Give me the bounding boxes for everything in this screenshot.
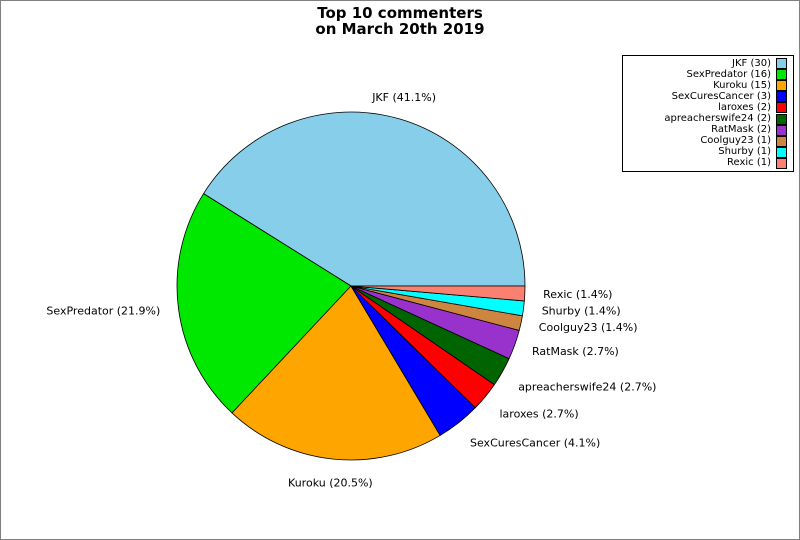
legend-label-SexPredator: SexPredator (16) bbox=[686, 68, 771, 80]
legend-swatch-laroxes bbox=[776, 102, 787, 114]
pie-slice-JKF bbox=[203, 111, 526, 287]
pie-slice-Kuroku bbox=[231, 285, 441, 461]
legend-item-RatMask: RatMask (2) bbox=[629, 124, 787, 136]
legend-swatch-Kuroku bbox=[776, 80, 787, 92]
pie-label-laroxes: laroxes (2.7%) bbox=[500, 408, 579, 421]
legend-item-Rexic: Rexic (1) bbox=[629, 157, 787, 169]
pie-label-SexPredator: SexPredator (21.9%) bbox=[46, 305, 160, 318]
legend-label-RatMask: RatMask (2) bbox=[711, 124, 771, 136]
legend-label-SexCuresCancer: SexCuresCancer (3) bbox=[671, 90, 771, 102]
chart-title: Top 10 commenters on March 20th 2019 bbox=[1, 5, 799, 37]
legend-item-Kuroku: Kuroku (15) bbox=[629, 79, 787, 92]
pie-label-apreacherswife24: apreacherswife24 (2.7%) bbox=[518, 380, 656, 393]
legend-swatch-Coolguy23 bbox=[776, 135, 787, 147]
pie-label-Coolguy23: Coolguy23 (1.4%) bbox=[539, 321, 638, 334]
chart-title-line1: Top 10 commenters bbox=[317, 4, 483, 22]
legend-label-JKF: JKF (30) bbox=[732, 57, 771, 69]
legend-swatch-Rexic bbox=[776, 157, 787, 169]
legend-swatch-JKF bbox=[776, 58, 787, 70]
legend-swatch-RatMask bbox=[776, 124, 787, 136]
legend-item-JKF: JKF (30) bbox=[629, 57, 787, 70]
pie-slice-Rexic bbox=[350, 285, 526, 302]
legend-item-laroxes: laroxes (2) bbox=[629, 101, 787, 114]
legend-label-Kuroku: Kuroku (15) bbox=[713, 79, 771, 91]
legend-swatch-Shurby bbox=[776, 146, 787, 158]
pie-label-Kuroku: Kuroku (20.5%) bbox=[288, 477, 373, 490]
pie-label-SexCuresCancer: SexCuresCancer (4.1%) bbox=[470, 436, 600, 449]
legend-swatch-SexCuresCancer bbox=[776, 91, 787, 103]
pie-label-Rexic: Rexic (1.4%) bbox=[543, 288, 612, 301]
legend-item-SexCuresCancer: SexCuresCancer (3) bbox=[629, 90, 787, 103]
legend-swatch-SexPredator bbox=[776, 69, 787, 81]
legend-box: JKF (30) SexPredator (16) Kuroku (15) SexCu… bbox=[622, 55, 794, 172]
legend-label-Coolguy23: Coolguy23 (1) bbox=[700, 135, 771, 147]
pie-label-RatMask: RatMask (2.7%) bbox=[532, 345, 619, 358]
legend-item-Coolguy23: Coolguy23 (1) bbox=[629, 135, 787, 147]
legend-swatch-apreacherswife24 bbox=[776, 113, 787, 125]
legend-label-Rexic: Rexic (1) bbox=[726, 157, 771, 169]
legend-label-laroxes: laroxes (2) bbox=[718, 101, 771, 113]
pie-label-Shurby: Shurby (1.4%) bbox=[542, 305, 621, 318]
chart-title-line2: on March 20th 2019 bbox=[315, 20, 485, 38]
legend-item-apreacherswife24: apreacherswife24 (2) bbox=[629, 113, 787, 125]
legend-label-Shurby: Shurby (1) bbox=[718, 146, 771, 158]
legend-label-apreacherswife24: apreacherswife24 (2) bbox=[664, 113, 771, 125]
legend-item-SexPredator: SexPredator (16) bbox=[629, 68, 787, 81]
pie-slice-SexPredator bbox=[176, 193, 352, 414]
legend-item-Shurby: Shurby (1) bbox=[629, 146, 787, 158]
pie-label-JKF: JKF (41.1%) bbox=[371, 91, 436, 104]
